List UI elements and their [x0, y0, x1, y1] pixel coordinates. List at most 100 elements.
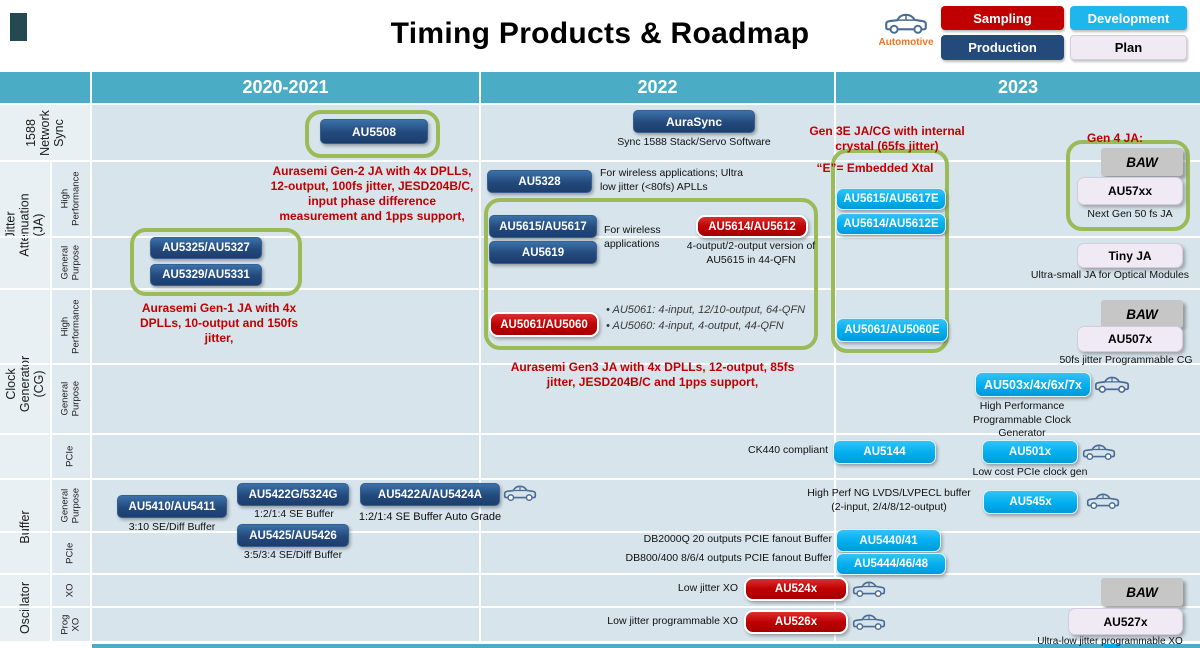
product-au5614-au5612: AU5614/AU5612: [696, 215, 808, 238]
subrow-cg-pcie: PCIe: [52, 435, 90, 478]
column-divider: [479, 105, 481, 641]
highlight-group-au5508: [305, 110, 440, 158]
product-au5328: AU5328: [487, 170, 592, 193]
row-divider: [0, 606, 1200, 608]
product-au507x: AU507x: [1077, 326, 1183, 352]
row-divider: [0, 363, 1200, 365]
product-au5619: AU5619: [489, 241, 597, 264]
automotive-icon: [1086, 491, 1120, 512]
subrow-osc-xo: XO: [52, 575, 90, 606]
note-lvds: High Perf NG LVDS/LVPECL buffer (2-input…: [807, 487, 971, 513]
note-ck440: CK440 compliant: [748, 444, 828, 456]
product-au5508: AU5508: [320, 119, 428, 144]
bullet-au5060: • AU5060: 4-input, 4-output, 44-QFN: [606, 320, 784, 333]
bullet-au5061: • AU5061: 4-input, 12/10-output, 64-QFN: [606, 304, 806, 316]
product-baw-cg: BAW: [1101, 300, 1183, 328]
row-divider: [0, 531, 1200, 533]
corner-accent: [10, 13, 27, 41]
row-divider: [0, 236, 1200, 238]
timeline-header-corner: [0, 72, 90, 103]
automotive-icon: [1094, 374, 1130, 396]
column-divider: [90, 105, 92, 641]
product-au5614-au5612e: AU5614/AU5612E: [836, 213, 946, 235]
highlight-group-gen4: [1066, 140, 1190, 231]
annotation-embedded-xtal: “E”= Embedded Xtal: [816, 161, 934, 175]
subrow-osc-prog-xo: Prog XO: [52, 608, 90, 641]
subrow-cg-general-purpose: General Purpose: [52, 365, 90, 433]
subrow-buffer-pcie: PCIe: [52, 533, 90, 573]
product-tiny-ja: Tiny JA: [1077, 243, 1183, 268]
note-au5422a: 1:2/1:4 SE Buffer Auto Grade: [358, 511, 502, 523]
note-wireless: For wireless applications: [604, 224, 661, 250]
highlight-group-2022: [484, 198, 818, 350]
product-au5410-au5411: AU5410/AU5411: [117, 495, 227, 518]
automotive-icon: [852, 579, 886, 600]
subrow-buffer-general-purpose: General Purpose: [52, 480, 90, 531]
footer-cyan-mark: [1104, 644, 1120, 648]
annotation-gen3e: Gen 3E JA/CG with internal crystal (65fs…: [809, 124, 965, 153]
product-au5440-41: AU5440/41: [836, 529, 941, 552]
annotation-gen1: Aurasemi Gen-1 JA with 4x DPLLs, 10-outp…: [139, 301, 299, 345]
automotive-icon: [503, 483, 537, 504]
product-au5144: AU5144: [833, 440, 936, 464]
category-jitter-attenuation: Jitter Attenuation (JA): [0, 162, 50, 288]
subrow-cg-high-performance: High Performance: [52, 290, 90, 363]
row-divider: [0, 160, 1200, 162]
annotation-gen4: Gen 4 JA:: [1086, 131, 1143, 145]
legend-production: Production: [941, 35, 1064, 60]
product-au524x: AU524x: [744, 577, 848, 601]
note-au5410: 3:10 SE/Diff Buffer: [128, 521, 216, 533]
legend-sampling: Sampling: [941, 6, 1064, 30]
note-prog-xo: Low jitter programmable XO: [607, 615, 738, 627]
product-au5422a: AU5422A/AU5424A: [360, 483, 500, 506]
column-divider: [834, 105, 836, 641]
product-au5444-46-48: AU5444/46/48: [836, 553, 946, 575]
product-au5422g: AU5422G/5324G: [237, 483, 349, 506]
product-baw-ja: BAW: [1101, 148, 1183, 176]
annotation-gen3: Aurasemi Gen3 JA with 4x DPLLs, 12-outpu…: [510, 360, 795, 389]
row-divider: [0, 288, 1200, 290]
page-title: Timing Products & Roadmap: [390, 17, 810, 50]
note-au5422g: 1:2/1:4 SE Buffer: [254, 508, 334, 520]
footer-bar: [92, 644, 1200, 648]
product-au501x: AU501x: [982, 440, 1078, 464]
note-au501x: Low cost PCIe clock gen: [972, 466, 1088, 478]
note-db2000: DB2000Q 20 outputs PCIE fanout Buffer: [643, 533, 832, 545]
note-db800: DB800/400 8/6/4 outputs PCIE fanout Buff…: [625, 552, 832, 564]
note-au5425: 3:5/3:4 SE/Diff Buffer: [243, 549, 343, 561]
product-au5061-au5060: AU5061/AU5060: [489, 312, 599, 337]
product-au5329-au5331: AU5329/AU5331: [150, 264, 262, 286]
product-aurasync: AuraSync: [633, 110, 755, 133]
legend-development: Development: [1070, 6, 1187, 30]
subrow-ja-general-purpose: General Purpose: [52, 238, 90, 288]
note-xo: Low jitter XO: [677, 582, 738, 594]
note-au5614: 4-output/2-output version of AU5615 in 4…: [686, 240, 816, 266]
highlight-group-2023e: [831, 149, 949, 353]
product-au503x: AU503x/4x/6x/7x: [975, 372, 1091, 397]
note-au5061-bullets: • AU5061: 4-input, 12/10-output, 64-QFN …: [606, 303, 816, 336]
note-au527x: Ultra-low jitter programmable XO: [1037, 636, 1183, 647]
category-oscillator: Oscillator: [0, 575, 50, 641]
product-au57xx: AU57xx: [1077, 177, 1183, 205]
column-2022: 2022: [481, 72, 834, 103]
note-au507x: 50fs jitter Programmable CG: [1059, 354, 1193, 366]
product-au5061-au5060e: AU5061/AU5060E: [836, 318, 948, 342]
highlight-group-au5325: [130, 228, 302, 296]
automotive-icon: [884, 11, 928, 37]
note-au5328: For wireless applications; Ultra low jit…: [600, 167, 743, 193]
note-aurasync: Sync 1588 Stack/Servo Software: [617, 136, 771, 148]
row-divider: [0, 433, 1200, 435]
product-au5615-au5617e: AU5615/AU5617E: [836, 188, 946, 210]
product-au5325-au5327: AU5325/AU5327: [150, 237, 262, 259]
automotive-icon: [1082, 442, 1116, 463]
note-next-gen: Next Gen 50 fs JA: [1087, 208, 1173, 220]
legend-plan: Plan: [1070, 35, 1187, 60]
row-divider: [0, 573, 1200, 575]
column-divider: [50, 162, 52, 641]
product-au545x: AU545x: [983, 490, 1078, 514]
row-divider: [0, 478, 1200, 480]
product-au526x: AU526x: [744, 610, 848, 634]
product-au5425-au5426: AU5425/AU5426: [237, 524, 349, 547]
product-baw-xo: BAW: [1101, 578, 1183, 606]
